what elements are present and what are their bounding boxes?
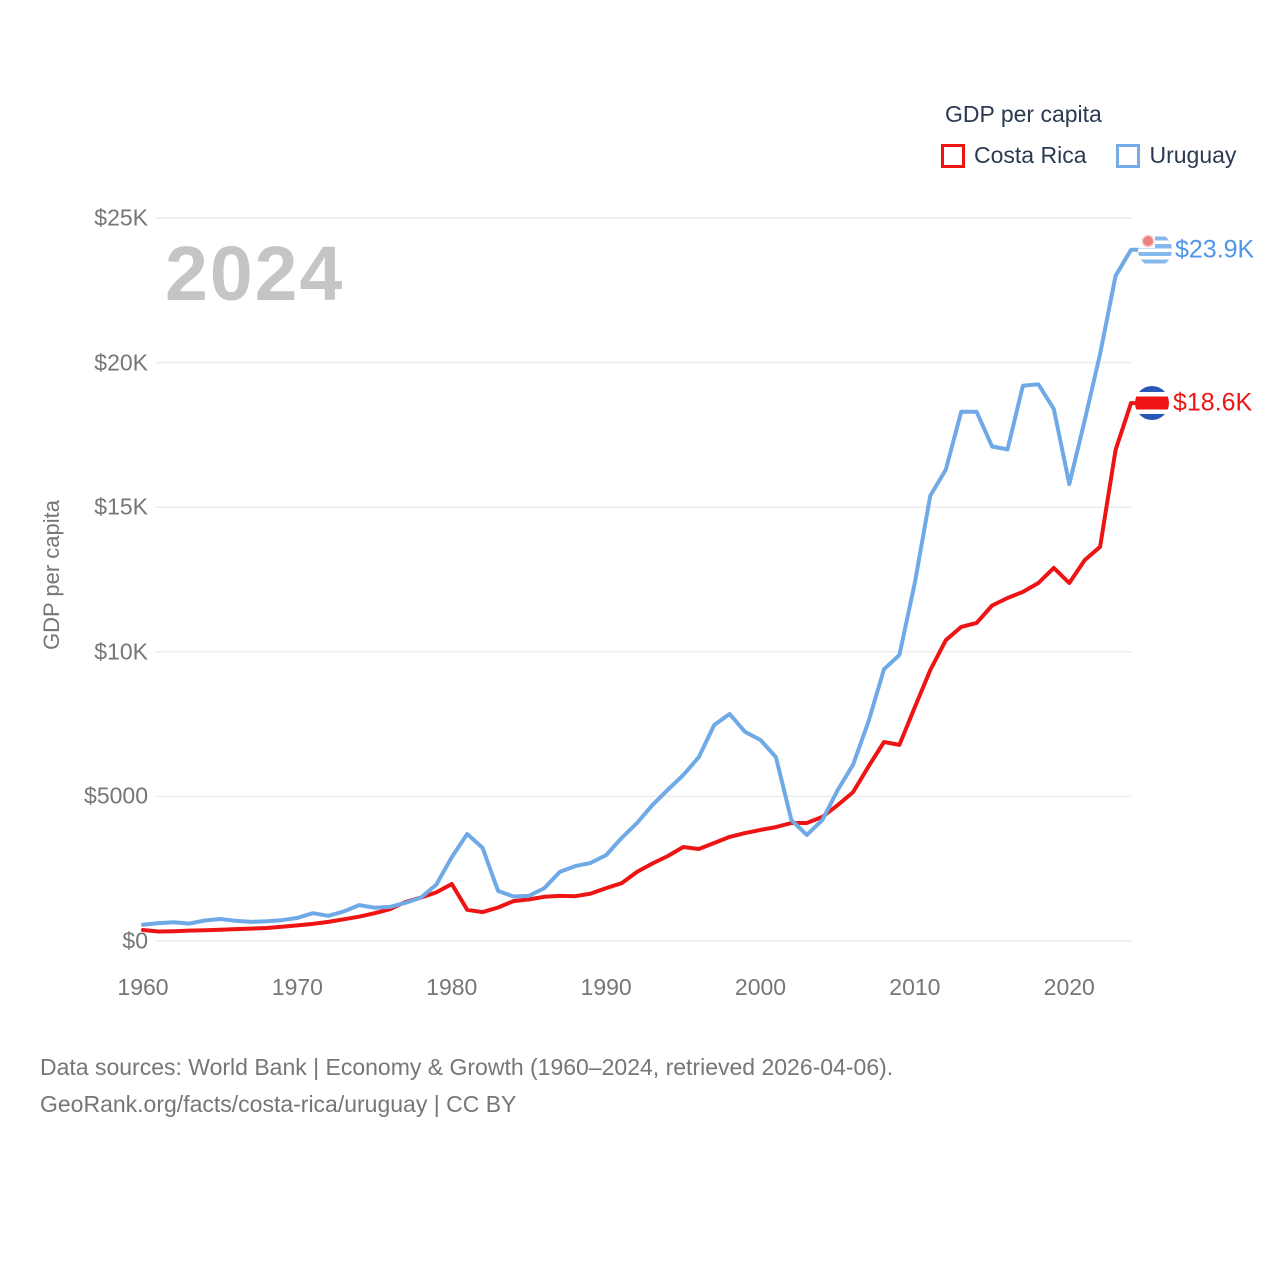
x-tick-label: 2020 bbox=[1043, 974, 1095, 1000]
gridlines bbox=[155, 217, 1131, 942]
legend: Costa Rica Uruguay bbox=[941, 142, 1236, 169]
legend-label-uruguay: Uruguay bbox=[1149, 142, 1237, 168]
x-tick-label: 1960 bbox=[117, 974, 169, 1000]
footer-data-sources: Data sources: World Bank | Economy & Gro… bbox=[40, 1054, 894, 1080]
chart-title: GDP per capita bbox=[945, 101, 1102, 127]
x-tick-label: 1980 bbox=[426, 974, 478, 1000]
y-tick-label: $5000 bbox=[84, 782, 148, 809]
series-line-uruguay[interactable] bbox=[141, 247, 1143, 927]
uruguay-end-value: $23.9K bbox=[1175, 235, 1255, 264]
y-tick-label: $25K bbox=[94, 204, 148, 231]
legend-item-costa-rica[interactable]: Costa Rica bbox=[941, 142, 1086, 169]
x-tick-label: 2010 bbox=[889, 974, 941, 1000]
series-line-costa-rica[interactable] bbox=[141, 401, 1143, 934]
uruguay-flag-icon bbox=[1138, 232, 1172, 267]
footer: Data sources: World Bank | Economy & Gro… bbox=[40, 1049, 893, 1123]
footer-attribution: GeoRank.org/facts/costa-rica/uruguay | C… bbox=[40, 1091, 517, 1117]
costa-rica-flag-icon bbox=[1135, 386, 1169, 421]
y-tick-label: $20K bbox=[94, 349, 148, 376]
y-tick-label: $0 bbox=[122, 927, 148, 954]
year-watermark: 2024 bbox=[165, 231, 345, 317]
x-tick-label: 1990 bbox=[580, 974, 632, 1000]
x-tick-label: 2000 bbox=[734, 974, 787, 1000]
uruguay-flag-sun-icon bbox=[1143, 235, 1153, 246]
y-tick-label: $15K bbox=[94, 493, 148, 520]
costa-rica-swatch-icon bbox=[941, 143, 965, 168]
legend-item-uruguay[interactable]: Uruguay bbox=[1116, 142, 1236, 169]
y-tick-label: $10K bbox=[94, 638, 148, 665]
legend-label-costa-rica: Costa Rica bbox=[974, 142, 1087, 168]
x-tick-label: 1970 bbox=[271, 974, 323, 1000]
uruguay-swatch-icon bbox=[1116, 143, 1141, 168]
costa-rica-end-value: $18.6K bbox=[1173, 388, 1253, 417]
